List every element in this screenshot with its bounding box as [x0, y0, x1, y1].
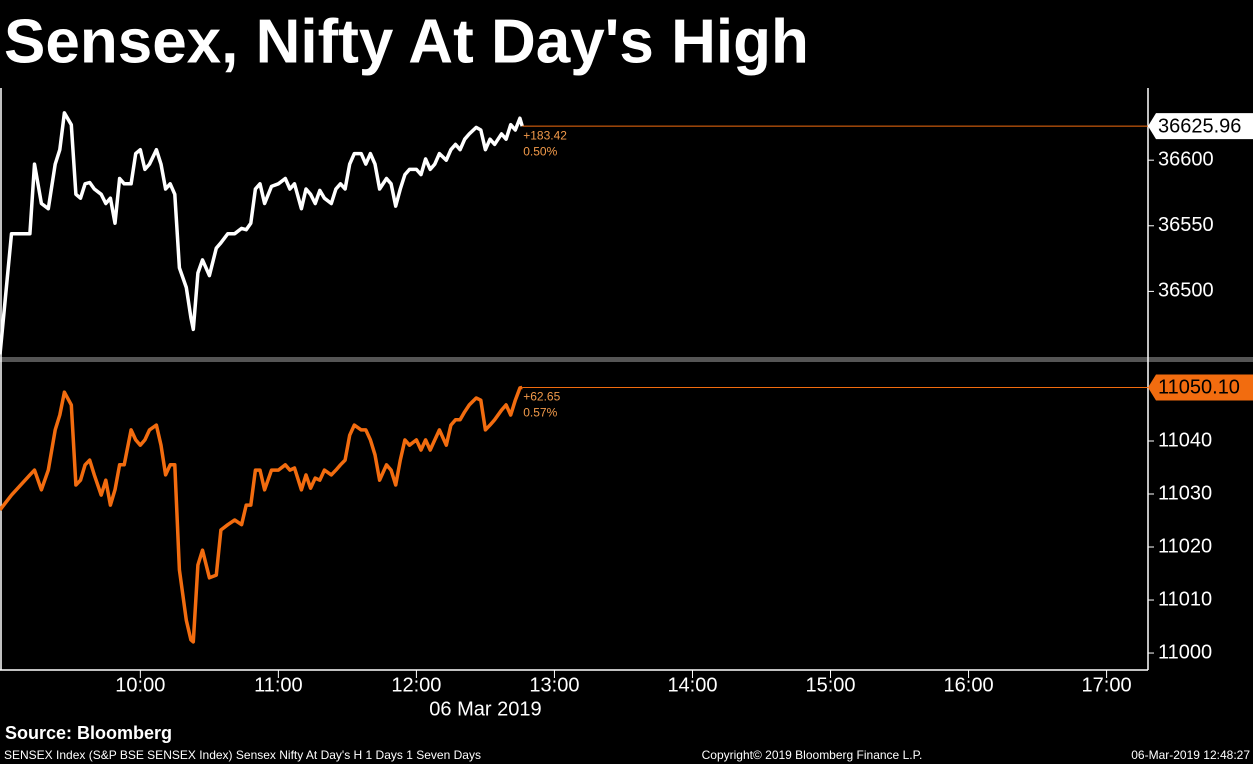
- x-tick-label: 15:00: [805, 674, 855, 696]
- x-tick-label: 13:00: [529, 674, 579, 696]
- footer-left: SENSEX Index (S&P BSE SENSEX Index) Sens…: [4, 748, 481, 762]
- x-tick-label: 10:00: [115, 674, 165, 696]
- footer-right: 06-Mar-2019 12:48:27: [1131, 748, 1250, 762]
- price-line: [0, 385, 523, 644]
- last-value-label: 36625.96: [1158, 115, 1241, 137]
- x-axis-label: 06 Mar 2019: [429, 698, 541, 720]
- y-tick-label: 11020: [1158, 535, 1212, 557]
- change-label: +62.65: [523, 390, 560, 404]
- y-tick-label: 11040: [1158, 429, 1212, 451]
- price-line: [0, 111, 524, 355]
- y-tick-label: 36500: [1158, 280, 1214, 302]
- x-tick-label: 11:00: [254, 674, 303, 696]
- change-pct-label: 0.57%: [523, 406, 557, 420]
- chart-title: Sensex, Nifty At Day's High: [4, 7, 809, 76]
- source: Source: Bloomberg: [5, 723, 172, 743]
- y-tick-label: 36600: [1158, 148, 1214, 170]
- last-value-box: [1148, 113, 1253, 140]
- y-tick-label: 11030: [1158, 482, 1212, 504]
- x-tick-label: 14:00: [667, 674, 717, 696]
- x-tick-label: 16:00: [944, 674, 994, 696]
- last-value-box: [1148, 374, 1253, 401]
- panel-divider: [0, 357, 1253, 362]
- x-tick-label: 12:00: [391, 674, 441, 696]
- footer-center: Copyright© 2019 Bloomberg Finance L.P.: [702, 748, 923, 762]
- y-tick-label: 11000: [1158, 641, 1212, 663]
- y-tick-label: 36550: [1158, 214, 1214, 236]
- last-value-label: 11050.10: [1158, 377, 1240, 399]
- x-tick-label: 17:00: [1082, 674, 1132, 696]
- y-tick-label: 11010: [1158, 588, 1212, 610]
- change-pct-label: 0.50%: [523, 144, 557, 158]
- change-label: +183.42: [523, 128, 567, 142]
